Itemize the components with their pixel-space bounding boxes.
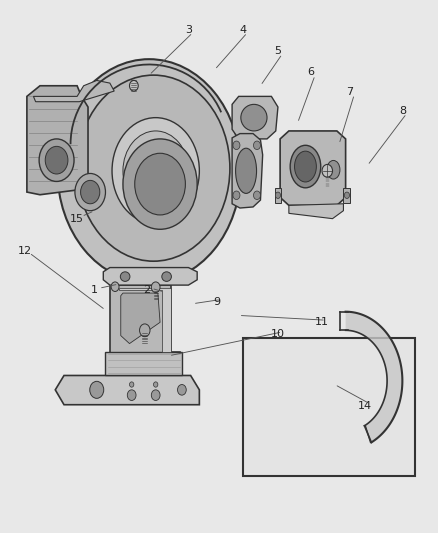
Circle shape (254, 191, 261, 199)
Circle shape (123, 131, 188, 211)
Polygon shape (232, 96, 278, 139)
Polygon shape (33, 80, 114, 102)
Circle shape (123, 139, 197, 229)
Text: 5: 5 (275, 46, 282, 56)
Circle shape (112, 118, 199, 224)
Polygon shape (110, 285, 180, 370)
Circle shape (276, 192, 281, 198)
Polygon shape (346, 312, 403, 442)
Polygon shape (106, 352, 182, 375)
Polygon shape (27, 86, 88, 195)
Circle shape (57, 59, 241, 282)
Circle shape (39, 139, 74, 181)
Ellipse shape (290, 146, 321, 188)
Text: 11: 11 (314, 317, 328, 327)
Text: 3: 3 (185, 25, 192, 35)
Text: 2: 2 (143, 286, 151, 295)
Circle shape (77, 75, 230, 261)
Text: 6: 6 (307, 68, 314, 77)
Circle shape (132, 142, 180, 200)
Polygon shape (275, 188, 282, 203)
Ellipse shape (294, 151, 316, 182)
Text: 12: 12 (18, 246, 32, 255)
Circle shape (75, 173, 106, 211)
Polygon shape (280, 131, 346, 205)
Circle shape (130, 382, 134, 387)
Polygon shape (289, 204, 343, 219)
Text: 14: 14 (358, 401, 372, 411)
Circle shape (322, 165, 332, 177)
Circle shape (130, 80, 138, 91)
Circle shape (254, 141, 261, 150)
Circle shape (151, 282, 160, 293)
Ellipse shape (236, 148, 257, 193)
Circle shape (141, 152, 171, 189)
Text: 8: 8 (399, 106, 406, 116)
Circle shape (140, 324, 150, 337)
Circle shape (111, 282, 119, 292)
Polygon shape (121, 293, 160, 344)
Polygon shape (103, 268, 197, 285)
Text: 1: 1 (91, 286, 98, 295)
Polygon shape (232, 134, 263, 208)
Ellipse shape (162, 272, 171, 281)
Circle shape (45, 147, 68, 174)
Circle shape (90, 381, 104, 398)
Ellipse shape (241, 104, 267, 131)
Circle shape (233, 141, 240, 150)
Polygon shape (343, 188, 350, 203)
Text: 15: 15 (70, 214, 84, 224)
Circle shape (177, 384, 186, 395)
Text: 7: 7 (346, 87, 353, 97)
Circle shape (135, 154, 185, 215)
Polygon shape (55, 375, 199, 405)
Circle shape (127, 390, 136, 400)
Circle shape (81, 180, 100, 204)
Circle shape (153, 382, 158, 387)
Circle shape (344, 192, 350, 198)
Ellipse shape (327, 160, 340, 179)
Circle shape (151, 390, 160, 400)
Text: 9: 9 (213, 296, 220, 306)
Polygon shape (119, 288, 171, 352)
Circle shape (233, 191, 240, 199)
Ellipse shape (120, 272, 130, 281)
FancyBboxPatch shape (243, 338, 416, 477)
Text: 4: 4 (240, 25, 247, 35)
Text: 10: 10 (271, 329, 285, 339)
